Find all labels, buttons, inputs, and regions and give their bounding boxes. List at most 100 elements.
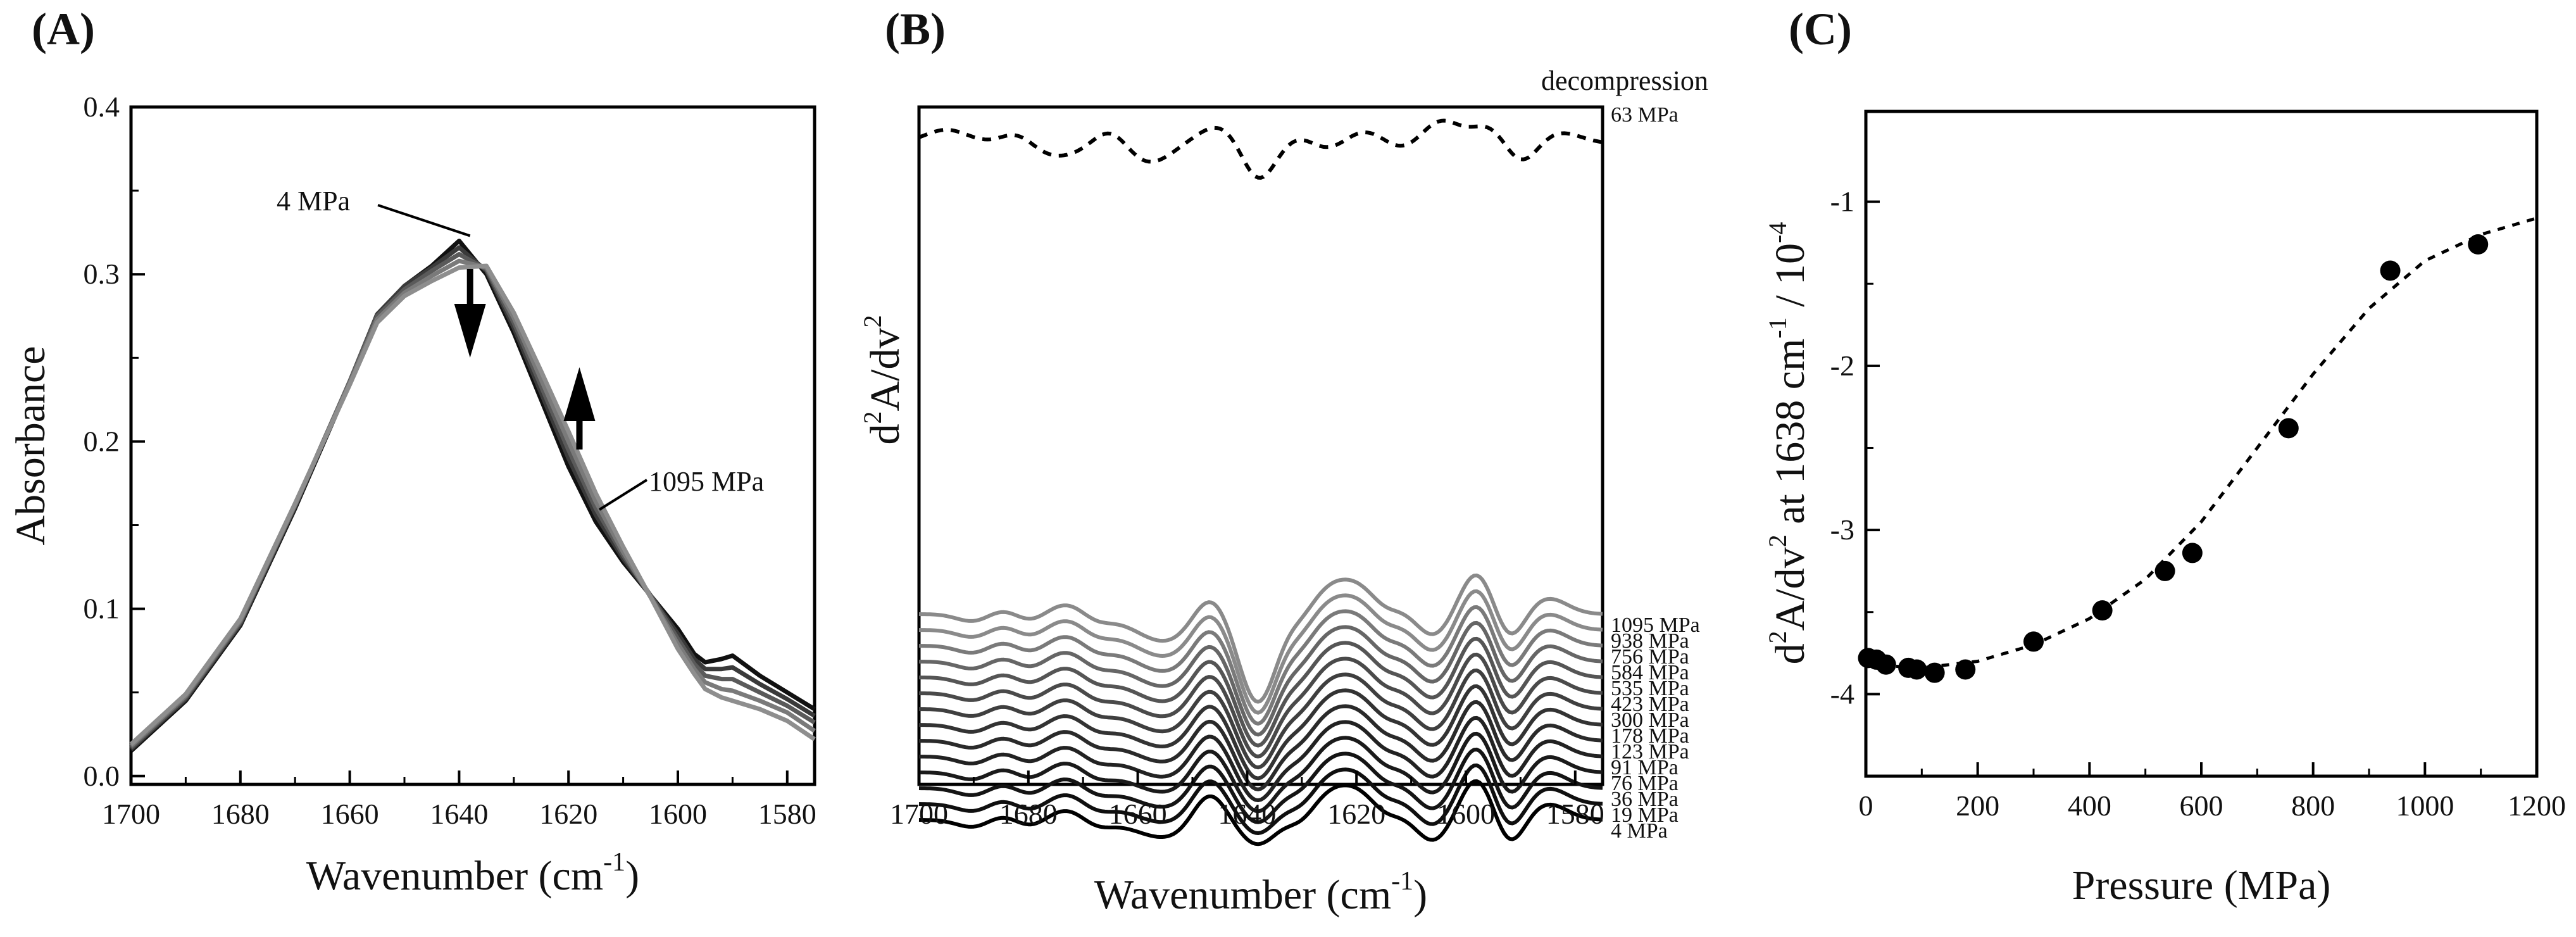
panel-a-annotations: 4 MPa 1095 MPa bbox=[277, 186, 764, 511]
panel-c-data-point bbox=[2154, 560, 2175, 581]
panel-b-series bbox=[918, 118, 1603, 846]
panel-a-x-tick-label: 1640 bbox=[430, 798, 488, 830]
panel-a-label-1095mpa: 1095 MPa bbox=[649, 466, 764, 497]
panel-b-spectrum-5 bbox=[918, 652, 1603, 758]
panel-b-spectrum-9 bbox=[918, 715, 1603, 803]
panel-c-data-point bbox=[1924, 662, 1945, 683]
panel-c-data-point bbox=[1906, 659, 1927, 680]
panel-b-spectrum-3 bbox=[918, 620, 1603, 737]
panel-c-chart: 0 200 400 600 800 1000 1200 -4 -3 -2 -1 Pressure (… bbox=[1763, 110, 2566, 909]
panel-label-c: (C) bbox=[1789, 4, 1852, 54]
panel-c-data-point bbox=[2278, 418, 2299, 439]
panel-label-a: (A) bbox=[32, 4, 95, 54]
panel-b-y-axis-title: d2A/dv2 bbox=[858, 315, 908, 445]
panel-b-series-label: 178 MPa bbox=[1611, 724, 1689, 748]
panel-b-series-label: 4 MPa bbox=[1611, 819, 1668, 843]
panel-c-data-point bbox=[2023, 631, 2044, 652]
panel-b-spectrum-1 bbox=[918, 589, 1603, 715]
panel-b-x-tick-label: 1600 bbox=[1437, 798, 1495, 830]
panel-c-data-point bbox=[2092, 600, 2113, 621]
panel-b-x-axis-title: Wavenumber (cm-1) bbox=[1094, 867, 1427, 918]
panel-a-x-tick-label: 1580 bbox=[758, 798, 816, 830]
panel-b-series-label: 19 MPa bbox=[1611, 803, 1679, 827]
panel-a-y-tick-label: 0.1 bbox=[84, 593, 120, 625]
panel-a-ticks: 1700 1680 1660 1640 1620 1600 1580 0.0 0.1 0.2 0.3… bbox=[84, 91, 816, 830]
panel-b-series-label: 535 MPa bbox=[1611, 677, 1689, 700]
panel-a-y-axis-title: Absorbance bbox=[8, 346, 54, 545]
panel-b-x-tick-label: 1660 bbox=[1109, 798, 1167, 830]
panel-b-spectrum-0 bbox=[918, 573, 1603, 704]
panel-c-data-point bbox=[2380, 260, 2401, 281]
panel-a-x-tick-label: 1700 bbox=[102, 798, 160, 830]
panel-c-x-tick-label: 0 bbox=[1859, 789, 1873, 822]
panel-b-decompression-series-label: 63 MPa bbox=[1611, 103, 1679, 127]
panel-b-spectrum-11 bbox=[918, 747, 1603, 824]
panel-b-ticks: 1700 1680 1660 1640 1620 1600 1580 bbox=[890, 770, 1604, 830]
panel-b-spectrum-12 bbox=[918, 763, 1603, 835]
panel-b-chart: 1700 1680 1660 1640 1620 1600 1580 1095 MPa938… bbox=[858, 65, 1708, 918]
panel-b-series-label: 36 MPa bbox=[1611, 788, 1679, 811]
panel-b-spectrum-2 bbox=[918, 605, 1603, 726]
panel-b-spectrum-8 bbox=[918, 700, 1603, 791]
panel-b-x-tick-label: 1700 bbox=[890, 798, 948, 830]
panel-c-points bbox=[1858, 234, 2489, 683]
panel-a-spectrum-4 bbox=[129, 263, 816, 746]
panel-a-x-tick-label: 1660 bbox=[321, 798, 379, 830]
panel-c-x-tick-label: 200 bbox=[1956, 789, 1999, 822]
panel-a-label-4mpa: 4 MPa bbox=[277, 186, 350, 217]
panel-b-frame bbox=[917, 105, 1604, 786]
panel-b-spectrum-4 bbox=[918, 636, 1603, 748]
panel-c-x-axis-title: Pressure (MPa) bbox=[2072, 862, 2331, 909]
panel-b-spectrum-7 bbox=[918, 684, 1603, 781]
panel-b-x-tick-label: 1620 bbox=[1327, 798, 1385, 830]
panel-c-y-tick-label: -2 bbox=[1830, 349, 1854, 382]
panel-b-series-label: 756 MPa bbox=[1611, 645, 1689, 669]
panel-c-data-point bbox=[1875, 654, 1896, 675]
panel-b-x-tick-label: 1640 bbox=[1218, 798, 1276, 830]
panel-c-data-point bbox=[2468, 234, 2489, 255]
panel-a-y-tick-label: 0.3 bbox=[84, 258, 120, 290]
panel-c-y-tick-label: -1 bbox=[1830, 186, 1854, 218]
panel-a-y-tick-label: 0.4 bbox=[84, 91, 120, 123]
panel-b-series-label: 423 MPa bbox=[1611, 693, 1689, 716]
panel-a-x-tick-label: 1600 bbox=[649, 798, 707, 830]
panel-a-series bbox=[129, 238, 816, 753]
panel-b-series-label: 300 MPa bbox=[1611, 708, 1689, 732]
panel-a-frame bbox=[129, 105, 816, 786]
panel-a-arrow-down-head bbox=[454, 304, 486, 358]
panel-c-y-axis-title: d2A/dv2 at 1638 cm-1 / 10-4 bbox=[1763, 222, 1813, 665]
panel-a-chart: 1700 1680 1660 1640 1620 1600 1580 0.0 0.1 0.2 0.3… bbox=[8, 91, 816, 899]
panel-c-fit-curve bbox=[1865, 217, 2537, 670]
panel-a-y-tick-label: 0.2 bbox=[84, 425, 120, 457]
panel-c-ticks: 0 200 400 600 800 1000 1200 -4 -3 -2 -1 bbox=[1830, 186, 2566, 822]
panel-b-series-label: 584 MPa bbox=[1611, 661, 1689, 684]
panel-c-y-tick-label: -3 bbox=[1830, 513, 1854, 546]
panel-a-leader-1095mpa bbox=[598, 479, 648, 511]
panel-c-x-tick-label: 400 bbox=[2068, 789, 2111, 822]
panel-a-arrow-up-head bbox=[563, 367, 596, 421]
panel-b-decompression-label: decompression bbox=[1541, 65, 1708, 96]
panel-label-b: (B) bbox=[885, 4, 946, 54]
panel-c-x-tick-label: 800 bbox=[2291, 789, 2335, 822]
panel-c-data-point bbox=[1955, 659, 1976, 680]
panel-b-x-tick-label: 1580 bbox=[1546, 798, 1604, 830]
panel-c-x-tick-label: 600 bbox=[2180, 789, 2223, 822]
panel-c-x-tick-label: 1200 bbox=[2508, 789, 2566, 822]
panel-b-spectrum-13 bbox=[918, 779, 1603, 846]
panel-c-y-tick-label: -4 bbox=[1830, 677, 1854, 710]
panel-c-fit bbox=[1865, 217, 2537, 670]
panel-a-leader-4mpa bbox=[377, 204, 471, 237]
panel-b-series-label: 91 MPa bbox=[1611, 756, 1679, 779]
panel-c-data-point bbox=[2182, 543, 2203, 563]
panel-a-x-tick-label: 1680 bbox=[211, 798, 270, 830]
panel-b-series-label: 1095 MPa bbox=[1611, 613, 1700, 637]
panel-b-series-label: 76 MPa bbox=[1611, 772, 1679, 795]
panel-a-y-tick-label: 0.0 bbox=[84, 760, 120, 792]
panel-b-series-label: 938 MPa bbox=[1611, 629, 1689, 653]
panel-b-series-label: 123 MPa bbox=[1611, 740, 1689, 764]
panel-b-decompression-trace bbox=[918, 118, 1603, 180]
panel-b-x-tick-label: 1680 bbox=[999, 798, 1058, 830]
panel-b-spectrum-10 bbox=[918, 731, 1603, 814]
